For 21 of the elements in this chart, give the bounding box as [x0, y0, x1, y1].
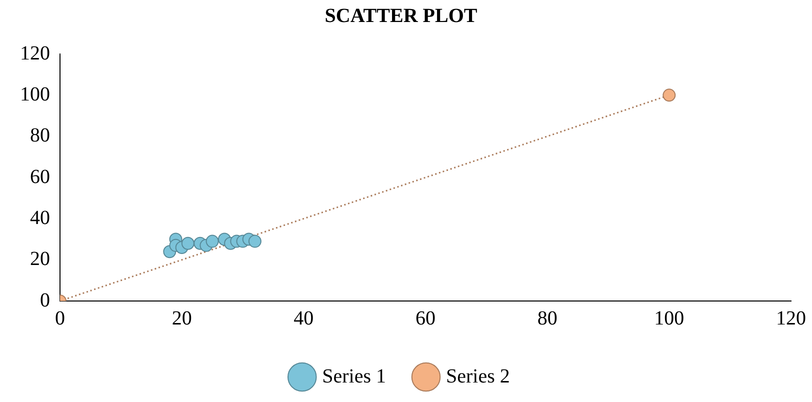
- legend-label: Series 1: [322, 365, 386, 388]
- y-tick-label: 100: [20, 83, 50, 106]
- x-tick-label: 80: [537, 307, 558, 330]
- x-tick-label: 100: [654, 307, 684, 330]
- y-tick-label: 0: [40, 289, 50, 312]
- point: [662, 88, 676, 102]
- point: [248, 234, 262, 248]
- legend-label: Series 2: [446, 365, 510, 388]
- y-tick-label: 60: [30, 166, 50, 188]
- x-tick-label: 120: [776, 307, 806, 330]
- y-tick-label: 20: [30, 248, 50, 270]
- x-tick-label: 0: [55, 307, 65, 330]
- y-tick-label: 40: [30, 206, 50, 229]
- point: [181, 236, 194, 250]
- point: [206, 234, 219, 248]
- y-tick-label: 80: [30, 124, 50, 147]
- y-tick-label: 120: [20, 42, 50, 64]
- chart-title: SCATTER PLOT: [324, 5, 478, 28]
- x-tick-label: 40: [294, 307, 314, 330]
- x-tick-label: 60: [416, 307, 436, 330]
- x-tick-label: 20: [172, 307, 192, 330]
